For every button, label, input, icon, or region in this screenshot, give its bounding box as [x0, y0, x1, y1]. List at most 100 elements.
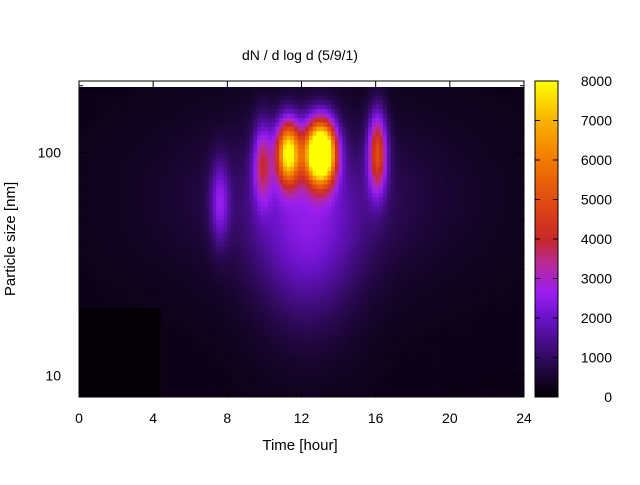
heatmap-cell: [216, 162, 220, 167]
heatmap-cell: [327, 246, 331, 251]
heatmap-cell: [227, 370, 231, 375]
heatmap-cell: [90, 176, 94, 181]
heatmap-cell: [316, 198, 320, 203]
heatmap-cell: [246, 91, 250, 96]
heatmap-cell: [90, 224, 94, 229]
heatmap-cell: [316, 269, 320, 274]
heatmap-cell: [276, 260, 280, 265]
heatmap-cell: [109, 189, 113, 194]
heatmap-cell: [124, 180, 128, 185]
heatmap-cell: [157, 91, 161, 96]
heatmap-cell: [283, 370, 287, 375]
heatmap-cell: [161, 317, 165, 322]
heatmap-cell: [268, 251, 272, 256]
heatmap-cell: [302, 171, 306, 176]
heatmap-cell: [209, 269, 213, 274]
heatmap-cell: [168, 127, 172, 132]
heatmap-cell: [287, 193, 291, 198]
heatmap-cell: [101, 317, 105, 322]
heatmap-cell: [198, 202, 202, 207]
heatmap-cell: [131, 326, 135, 331]
heatmap-cell: [187, 229, 191, 234]
heatmap-cell: [298, 304, 302, 309]
heatmap-cell: [327, 388, 331, 393]
heatmap-cell: [250, 145, 254, 150]
heatmap-cell: [101, 189, 105, 194]
heatmap-cell: [231, 375, 235, 380]
heatmap-cell: [164, 291, 168, 296]
heatmap-cell: [242, 326, 246, 331]
heatmap-cell: [198, 246, 202, 251]
heatmap-cell: [161, 326, 165, 331]
heatmap-cell: [83, 353, 87, 358]
heatmap-cell: [227, 105, 231, 110]
heatmap-cell: [153, 153, 157, 158]
heatmap-cell: [175, 114, 179, 119]
heatmap-cell: [124, 233, 128, 238]
heatmap-cell: [116, 224, 120, 229]
heatmap-cell: [190, 304, 194, 309]
heatmap-cell: [272, 393, 276, 398]
heatmap-cell: [279, 379, 283, 384]
heatmap-cell: [298, 233, 302, 238]
heatmap-cell: [86, 326, 90, 331]
heatmap-cell: [135, 91, 139, 96]
heatmap-cell: [142, 246, 146, 251]
heatmap-cell: [309, 273, 313, 278]
heatmap-cell: [109, 171, 113, 176]
heatmap-cell: [86, 255, 90, 260]
heatmap-cell: [283, 122, 287, 127]
heatmap-cell: [205, 198, 209, 203]
heatmap-cell: [146, 304, 150, 309]
heatmap-cell: [101, 255, 105, 260]
heatmap-cell: [127, 295, 131, 300]
heatmap-cell: [179, 167, 183, 172]
heatmap-cell: [331, 122, 335, 127]
heatmap-cell: [127, 105, 131, 110]
heatmap-cell: [309, 366, 313, 371]
heatmap-cell: [149, 295, 153, 300]
heatmap-cell: [142, 162, 146, 167]
heatmap-cell: [94, 370, 98, 375]
heatmap-cell: [272, 118, 276, 123]
heatmap-cell: [138, 251, 142, 256]
heatmap-cell: [272, 326, 276, 331]
heatmap-cell: [216, 331, 220, 336]
heatmap-cell: [316, 322, 320, 327]
heatmap-cell: [201, 384, 205, 389]
heatmap-cell: [238, 375, 242, 380]
heatmap-cell: [294, 100, 298, 105]
heatmap-cell: [287, 295, 291, 300]
heatmap-cell: [324, 140, 328, 145]
heatmap-cell: [253, 140, 257, 145]
heatmap-cell: [264, 202, 268, 207]
heatmap-cell: [213, 393, 217, 398]
heatmap-cell: [187, 295, 191, 300]
heatmap-cell: [320, 91, 324, 96]
heatmap-cell: [90, 238, 94, 243]
heatmap-cell: [224, 193, 228, 198]
heatmap-cell: [313, 238, 317, 243]
heatmap-cell: [279, 109, 283, 114]
heatmap-cell: [320, 384, 324, 389]
heatmap-cell: [272, 193, 276, 198]
heatmap-cell: [305, 87, 309, 92]
heatmap-cell: [116, 96, 120, 101]
heatmap-cell: [279, 215, 283, 220]
heatmap-cell: [86, 331, 90, 336]
heatmap-cell: [305, 167, 309, 172]
heatmap-cell: [220, 242, 224, 247]
heatmap-cell: [187, 140, 191, 145]
heatmap-cell: [305, 326, 309, 331]
heatmap-cell: [257, 189, 261, 194]
heatmap-cell: [101, 326, 105, 331]
heatmap-cell: [238, 215, 242, 220]
heatmap-cell: [109, 366, 113, 371]
heatmap-cell: [153, 291, 157, 296]
heatmap-cell: [179, 362, 183, 367]
heatmap-cell: [216, 202, 220, 207]
heatmap-cell: [187, 246, 191, 251]
heatmap-cell: [272, 379, 276, 384]
heatmap-cell: [179, 162, 183, 167]
heatmap-cell: [161, 388, 165, 393]
